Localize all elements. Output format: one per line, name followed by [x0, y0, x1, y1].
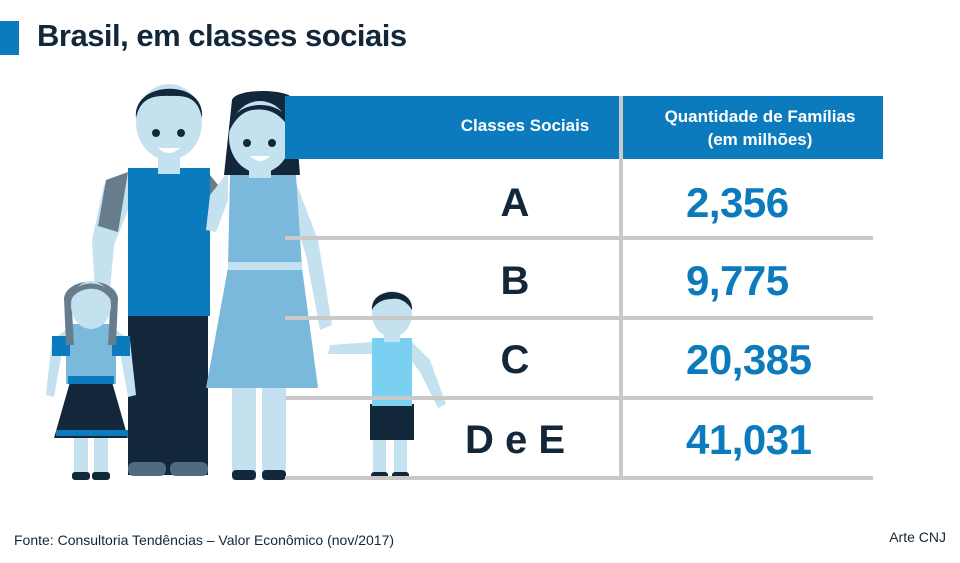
- family-count-de: 41,031: [686, 416, 812, 463]
- family-count-b: 9,775: [686, 257, 789, 304]
- class-label-de: D e E: [464, 418, 566, 462]
- family-illustration: [46, 84, 446, 480]
- row-divider: [285, 396, 873, 400]
- header-social-classes: Classes Sociais: [460, 116, 590, 135]
- class-label-a: A: [500, 181, 530, 225]
- row-divider: [285, 236, 873, 240]
- family-count-a: 2,356: [686, 179, 789, 226]
- class-label-b: B: [500, 259, 530, 303]
- title-accent-bar: [0, 21, 19, 55]
- class-label-c: C: [500, 338, 530, 382]
- row-divider: [285, 476, 873, 480]
- family-count-c: 20,385: [686, 336, 812, 383]
- header-family-count: Quantidade de Famílias (em milhões): [640, 105, 880, 151]
- source-note: Fonte: Consultoria Tendências – Valor Ec…: [14, 532, 395, 548]
- mother-figure: [206, 91, 332, 480]
- art-credit: Arte CNJ: [889, 529, 946, 545]
- boy-figure: [328, 291, 446, 480]
- column-divider: [619, 96, 623, 480]
- header-family-count-line1: Quantidade de Famílias: [664, 107, 856, 126]
- page-title: Brasil, em classes sociais: [37, 18, 407, 53]
- header-family-count-unit: (em milhões): [707, 130, 813, 149]
- row-divider: [285, 316, 873, 320]
- girl-figure: [46, 281, 136, 480]
- table-header: [285, 96, 883, 159]
- father-figure: [92, 84, 222, 476]
